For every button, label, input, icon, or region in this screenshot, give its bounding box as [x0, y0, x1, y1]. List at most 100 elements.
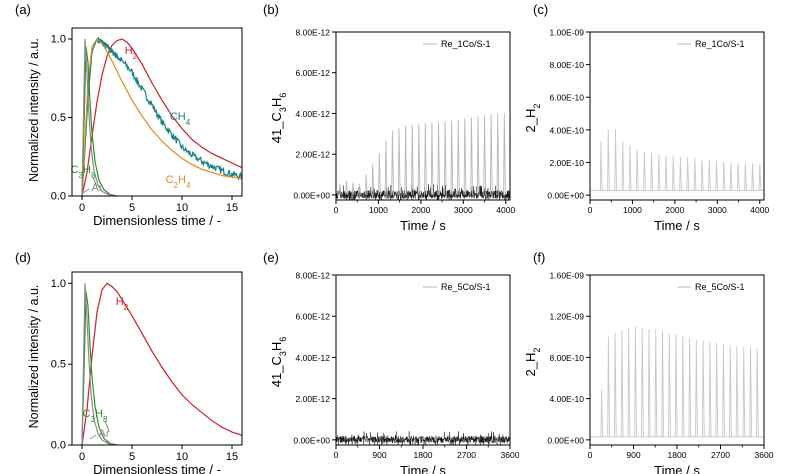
series-line-H2 [81, 282, 242, 445]
leader-line-C3H8 [104, 420, 110, 432]
leader-line-Ar [89, 434, 97, 440]
pulse-spike [364, 174, 368, 195]
x-tick-label: 2700 [457, 450, 476, 460]
pulse-spike [391, 130, 395, 195]
plot-frame [71, 27, 243, 197]
pulse-spike [620, 330, 624, 437]
noise-trace [336, 184, 510, 200]
panel-label: (e) [263, 250, 279, 265]
pulse-spike [457, 119, 460, 195]
x-tick-label: 15 [226, 202, 238, 214]
plot-frame [589, 31, 765, 201]
y-tick-label: 0.5 [51, 112, 66, 124]
subscript: 2 [174, 181, 179, 190]
series-line-Ar [81, 38, 115, 196]
x-tick-label: 1800 [414, 450, 433, 460]
plot-area [81, 36, 242, 196]
subscript: 3 [278, 107, 288, 112]
pulse-spike [735, 346, 739, 437]
x-tick-label: 0 [79, 451, 85, 463]
y-tick-label: 0.00E+00 [547, 191, 584, 201]
pulse-spike [338, 183, 342, 195]
x-tick-label: 4000 [496, 205, 515, 215]
pulse-spike [635, 149, 639, 191]
y-tick-label: 2.00E-10 [550, 158, 585, 168]
x-tick-label: 10 [176, 202, 188, 214]
legend-label: Re_5Co/S-1 [441, 282, 491, 292]
x-tick-label: 1000 [369, 205, 388, 215]
series-label-C2H4: C2H4 [166, 174, 191, 190]
pulse-spike [668, 333, 671, 437]
pulse-spike [729, 345, 732, 437]
pulse-spike [599, 141, 603, 191]
y-axis-label: 2_H2 [523, 104, 542, 133]
pulse-spike [607, 336, 610, 437]
x-tick-label: 3000 [454, 205, 473, 215]
pulse-spike [483, 115, 487, 195]
x-tick-label: 5 [129, 202, 135, 214]
pulse-spike [476, 116, 480, 195]
pulse-spike [722, 161, 726, 191]
series-label-H2: H2 [125, 45, 138, 61]
label-part: 2_H [523, 109, 538, 133]
y-tick-label: 4.00E-10 [550, 394, 585, 404]
pulse-spike [607, 129, 610, 191]
x-tick-label: 4000 [750, 205, 769, 215]
x-tick-label: 10 [176, 451, 188, 463]
label-part: 41_C [269, 112, 284, 143]
x-tick-label: 3600 [755, 450, 774, 460]
y-tick-label: 0.00E+00 [293, 435, 330, 445]
x-tick-label: 2000 [665, 205, 684, 215]
legend-label: Re_1Co/S-1 [695, 39, 745, 49]
pulse-spike [643, 151, 646, 191]
pulse-spike [688, 337, 692, 437]
x-tick-label: 2700 [711, 450, 730, 460]
x-axis-label: Dimensionless time / - [93, 462, 221, 474]
subscript: 4 [186, 118, 191, 127]
pulse-spike [628, 145, 632, 191]
pulse-spike [627, 327, 631, 437]
label-part: CH [170, 111, 186, 123]
y-axis-label: 41_C3H6 [269, 337, 288, 388]
x-tick-label: 1800 [668, 450, 687, 460]
chart-panel-e: (e) Re_5Co/S-1 0 900 1800 2700 3600 0.00E+00 2.0… [263, 250, 520, 474]
series-label-Ar: Ar [99, 428, 110, 440]
x-tick-label: 0 [334, 450, 339, 460]
pulse-spike [450, 120, 454, 195]
pulse-spike [417, 123, 421, 195]
subscript: 8 [91, 171, 96, 180]
x-tick-label: 0 [334, 205, 339, 215]
x-tick-label: 2000 [411, 205, 430, 215]
pulse-spike [613, 332, 617, 437]
y-tick-label: 0.0 [51, 440, 66, 452]
label-part: C [166, 174, 174, 186]
pulse-spike [654, 329, 658, 437]
pulse-spike [729, 162, 733, 191]
label-part: H [116, 296, 124, 308]
pulse-spike [496, 113, 500, 195]
pulse-spike [345, 180, 348, 195]
pulse-spike [657, 154, 661, 191]
pulse-spike [758, 164, 762, 191]
pulse-spike [751, 163, 755, 191]
pulse-spike [358, 183, 362, 195]
plot-area [81, 282, 242, 445]
y-tick-label: 6.00E-12 [296, 312, 331, 322]
plot-frame [335, 31, 511, 201]
pulse-spike [674, 334, 678, 437]
x-axis-label: Dimensionless time / - [93, 213, 221, 228]
panel-label: (c) [533, 2, 548, 17]
y-tick-label: 0.5 [51, 359, 66, 371]
label-part: H [83, 164, 91, 176]
pulse-spike [489, 114, 493, 195]
series-label-Ar: Ar [92, 182, 103, 194]
label-part: 41_C [269, 356, 284, 387]
y-axis-label: Normalized intensity / a.u. [27, 285, 41, 429]
x-axis-label: Time / s [400, 218, 446, 233]
panel-label: (f) [533, 250, 545, 265]
subscript: 2 [532, 104, 542, 109]
pulse-spike [742, 347, 746, 437]
subscript: 3 [278, 351, 288, 356]
pulse-spike [672, 155, 675, 191]
